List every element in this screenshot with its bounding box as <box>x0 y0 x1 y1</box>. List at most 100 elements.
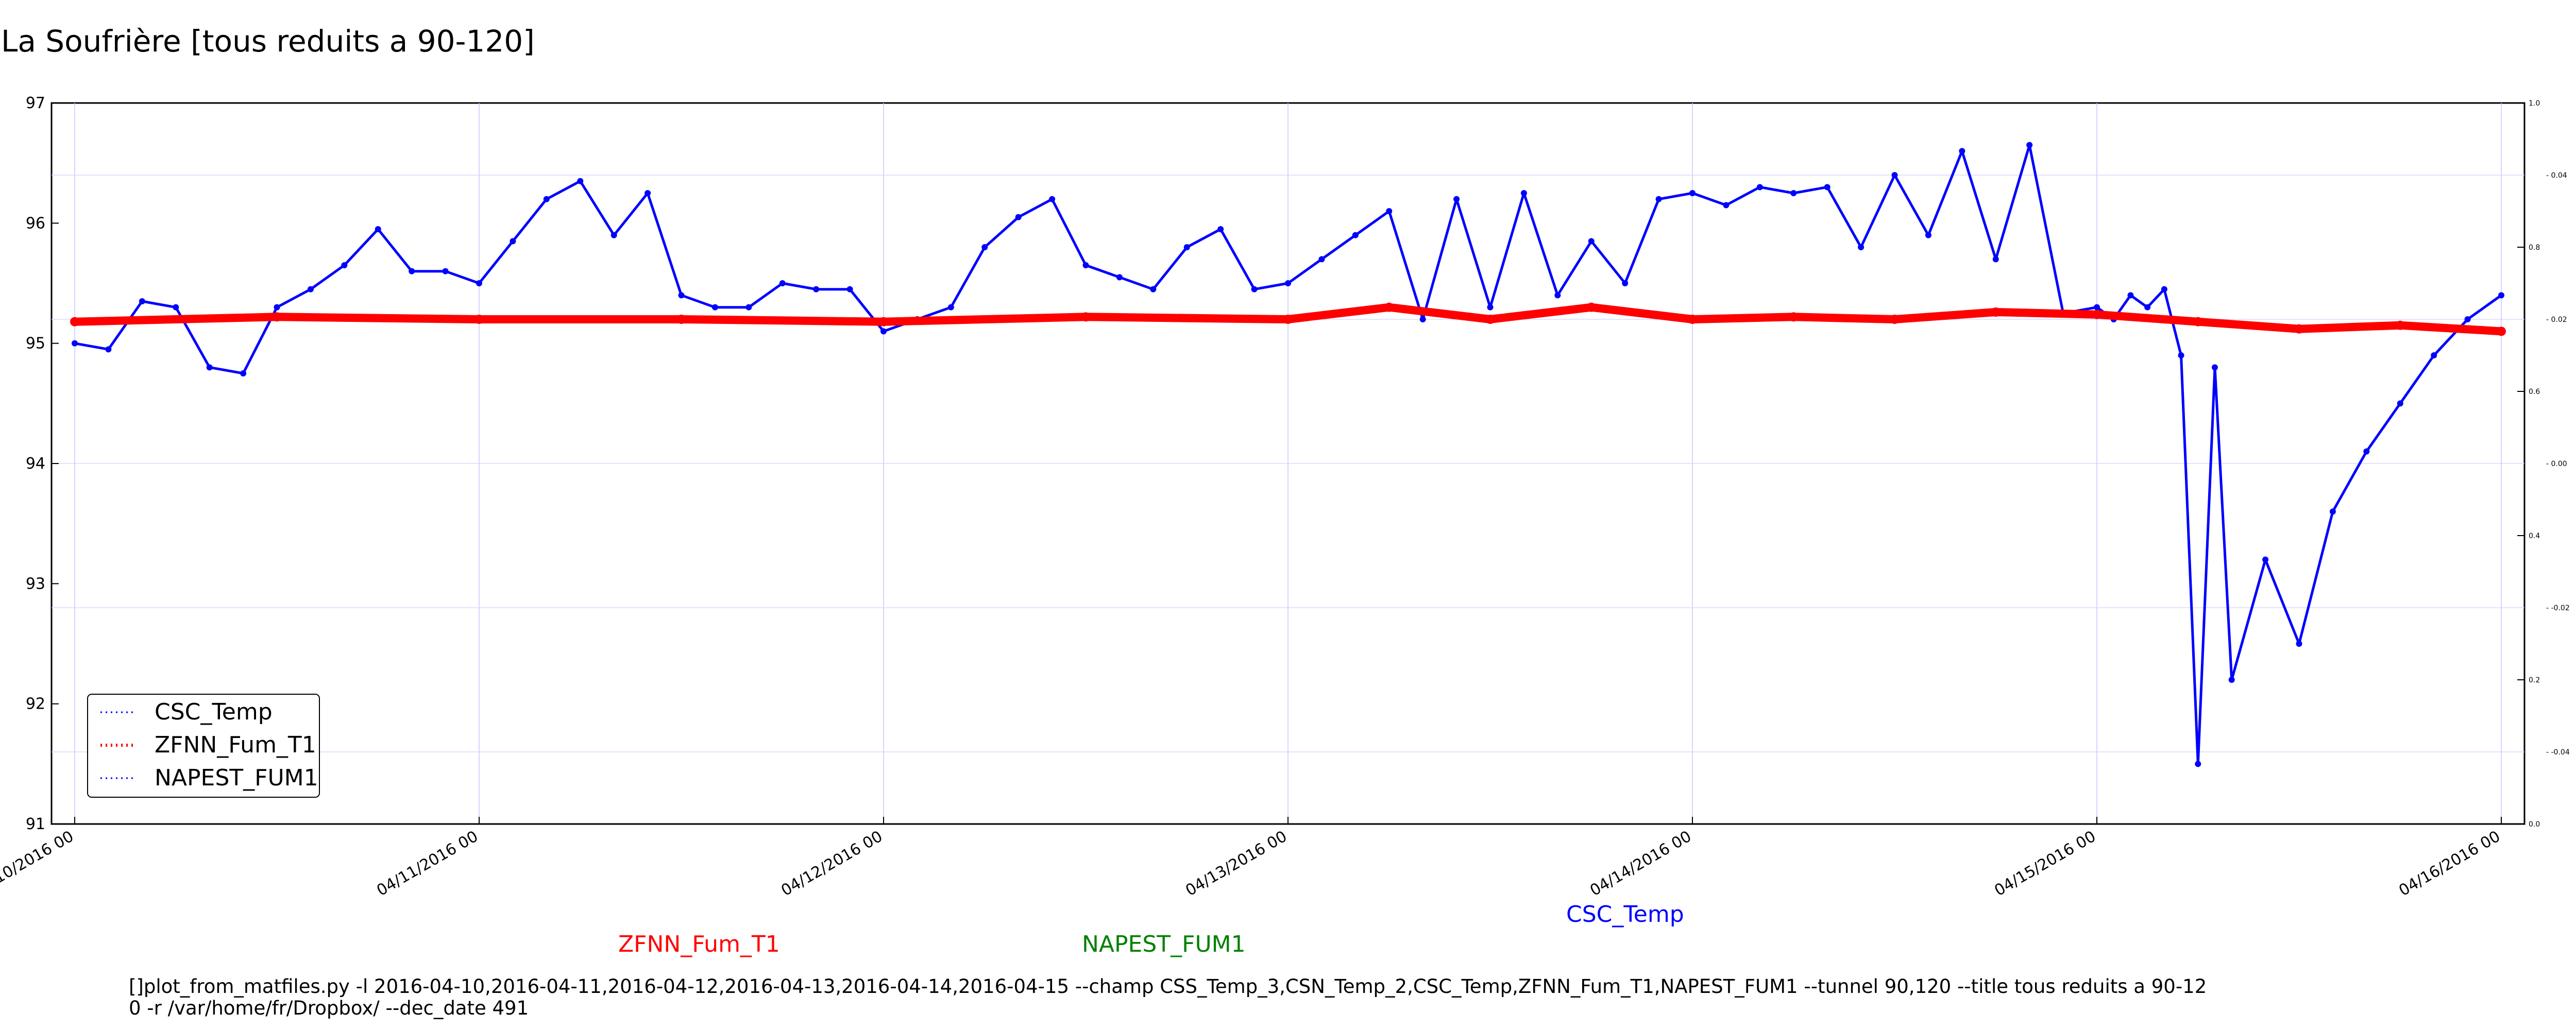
data-point <box>1723 202 1730 209</box>
y2-tick-label: 0.2 <box>2529 676 2540 684</box>
data-point <box>1384 302 1394 312</box>
data-point <box>206 364 213 371</box>
y2-tick-label: 0.4 <box>2529 532 2540 540</box>
data-point <box>1586 302 1596 312</box>
data-point <box>645 190 651 196</box>
data-point <box>1419 316 1426 322</box>
data-point <box>2262 556 2269 563</box>
x-tick-label: 04/13/2016 00 <box>1182 828 1290 900</box>
data-point <box>2211 364 2218 371</box>
data-point <box>510 238 516 245</box>
data-point <box>1790 190 1797 196</box>
y-tick-label: 92 <box>26 695 45 713</box>
data-point <box>2431 352 2437 358</box>
data-point <box>2497 327 2506 336</box>
data-point <box>779 280 786 286</box>
data-point <box>1116 274 1123 281</box>
legend: CSC_Temp ZFNN_Fum_T1 NAPEST_FUM1 <box>87 694 320 798</box>
data-point <box>70 317 79 327</box>
data-point <box>1352 232 1359 238</box>
data-point <box>611 232 617 238</box>
data-point <box>947 304 954 311</box>
data-point <box>1217 226 1224 232</box>
x-axis: 04/10/2016 00 04/11/2016 00 04/12/2016 00 0… <box>0 817 2503 900</box>
data-point <box>307 286 314 293</box>
data-point <box>1858 244 1865 250</box>
data-point <box>272 312 282 322</box>
data-point <box>1689 190 1696 196</box>
data-point <box>846 286 853 293</box>
tertiary-y-axis: - -0.04 - -0.02 - 0.00 - 0.02 - 0.04 <box>2546 171 2570 757</box>
command-line-2: 0 -r /var/home/fr/Dropbox/ --dec_date 49… <box>129 997 529 1019</box>
data-point <box>274 304 280 311</box>
data-point <box>2395 320 2405 330</box>
data-point <box>1283 315 1293 324</box>
x-tick-label: 04/14/2016 00 <box>1587 828 1694 900</box>
x-tick-label: 04/12/2016 00 <box>778 828 886 900</box>
y3-tick-label: - 0.00 <box>2546 460 2567 468</box>
command-line-1: []plot_from_matfiles.py -l 2016-04-10,20… <box>129 975 2207 998</box>
data-point <box>173 304 179 311</box>
data-point <box>1925 232 1931 238</box>
legend-label: ZFNN_Fum_T1 <box>155 732 316 758</box>
legend-label: NAPEST_FUM1 <box>155 765 318 791</box>
data-point <box>1318 256 1325 263</box>
data-point <box>1150 286 1157 293</box>
data-point <box>2092 310 2102 319</box>
data-point <box>1992 256 1999 263</box>
data-point <box>1824 184 1831 191</box>
legend-label: CSC_Temp <box>155 699 273 725</box>
y2-tick-label: 0.0 <box>2529 820 2540 829</box>
y-tick-label: 97 <box>26 94 45 112</box>
data-point <box>240 370 247 376</box>
data-point <box>678 292 685 299</box>
data-point <box>1015 214 1022 220</box>
data-point <box>2127 292 2134 299</box>
data-point <box>1588 238 1595 245</box>
data-point <box>2195 761 2201 767</box>
annotation-csc: CSC_Temp <box>1566 901 1684 928</box>
data-point <box>1890 315 1900 324</box>
data-point <box>1487 304 1494 311</box>
data-point <box>543 196 550 202</box>
x-tick-label: 04/15/2016 00 <box>1991 828 2099 900</box>
data-point <box>1049 196 1056 202</box>
x-tick-label: 04/16/2016 00 <box>2396 828 2503 900</box>
y-tick-label: 96 <box>26 214 45 232</box>
y3-tick-label: - -0.02 <box>2546 604 2570 612</box>
data-point <box>1386 208 1393 214</box>
data-point <box>880 328 887 335</box>
data-point <box>981 244 988 250</box>
x-tick-label: 04/11/2016 00 <box>374 828 481 900</box>
data-point <box>2178 352 2184 358</box>
data-point <box>1081 312 1091 322</box>
chart-title: La Soufrière [tous reduits a 90-120] <box>1 24 535 59</box>
data-point <box>1554 292 1561 299</box>
data-point <box>676 315 686 324</box>
y2-tick-label: 0.6 <box>2529 388 2540 396</box>
data-point <box>476 280 482 286</box>
y-tick-label: 93 <box>26 575 45 593</box>
y3-tick-label: - 0.04 <box>2546 171 2567 180</box>
data-point <box>105 346 112 353</box>
data-point <box>2193 317 2203 327</box>
data-point <box>474 315 484 324</box>
series-group <box>70 142 2506 767</box>
data-point <box>1688 315 1697 324</box>
data-point <box>711 304 718 311</box>
data-point <box>2161 286 2167 293</box>
data-point <box>1453 196 1460 202</box>
data-point <box>1891 172 1898 178</box>
data-point <box>2464 316 2471 322</box>
data-point <box>2397 400 2403 407</box>
command-line-text: []plot_from_matfiles.py -l 2016-04-10,20… <box>129 976 2207 1019</box>
data-point <box>2026 142 2033 148</box>
data-point <box>1520 190 1527 196</box>
data-point <box>1622 280 1629 286</box>
data-point <box>2228 677 2235 683</box>
y-tick-label: 94 <box>26 455 45 473</box>
y-tick-label: 95 <box>26 335 45 353</box>
data-point <box>577 178 584 184</box>
y-tick-label: 91 <box>26 815 45 833</box>
